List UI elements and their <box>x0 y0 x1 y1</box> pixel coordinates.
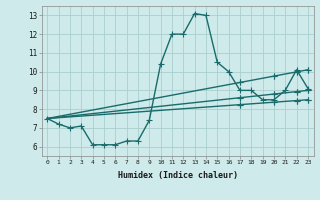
X-axis label: Humidex (Indice chaleur): Humidex (Indice chaleur) <box>118 171 237 180</box>
